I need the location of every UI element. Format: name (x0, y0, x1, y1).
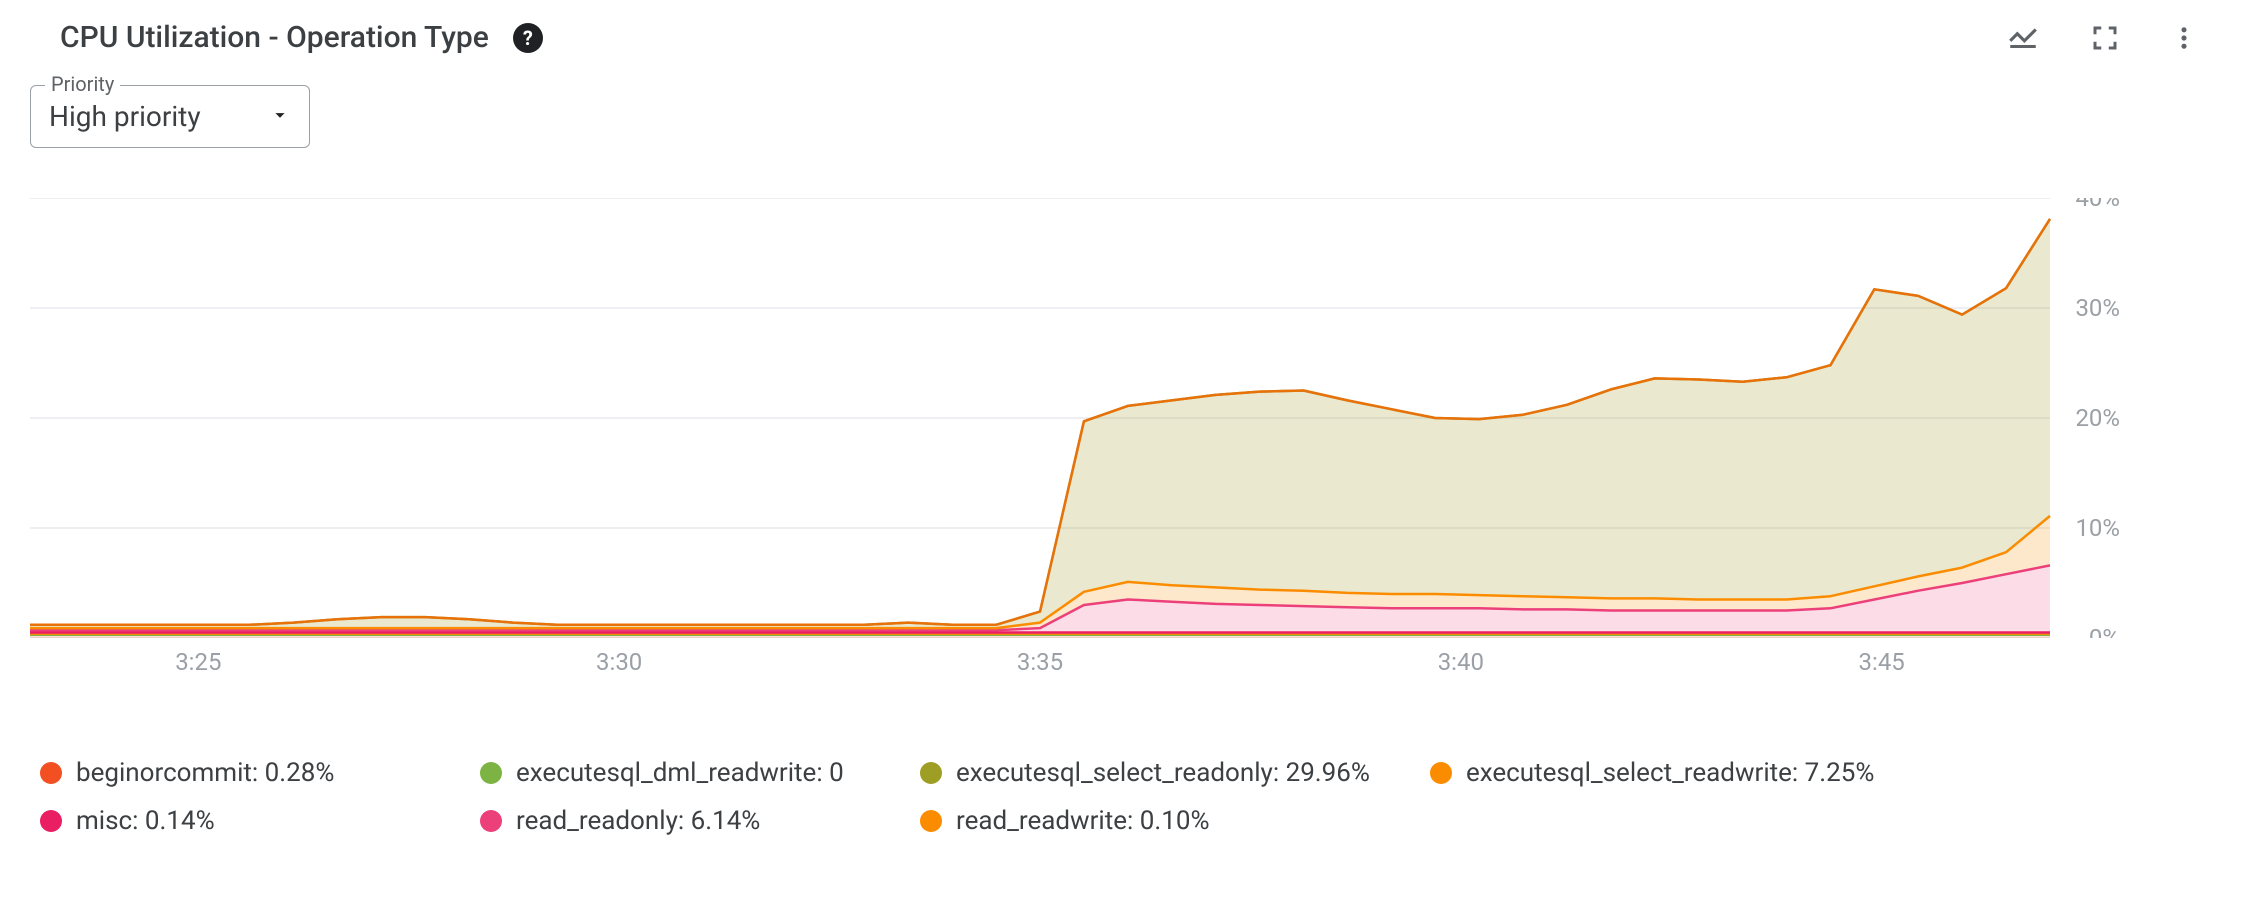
legend-swatch (920, 810, 942, 832)
legend-item-executesql_select_readwrite[interactable]: executesql_select_readwrite: 7.25% (1430, 758, 1874, 788)
legend-item-misc[interactable]: misc: 0.14% (40, 806, 420, 836)
legend-label: misc: 0.14% (76, 806, 215, 836)
legend: beginorcommit: 0.28% executesql_dml_readw… (30, 718, 2208, 836)
legend-item-beginorcommit[interactable]: beginorcommit: 0.28% (40, 758, 420, 788)
legend-label: executesql_select_readonly: 29.96% (956, 758, 1370, 788)
header-row: CPU Utilization - Operation Type ? (30, 20, 2208, 65)
more-menu-icon[interactable] (2170, 24, 2198, 52)
legend-swatch (40, 762, 62, 784)
x-tick: 3:30 (596, 648, 642, 676)
filter-row: Priority High priority (30, 65, 2208, 148)
legend-label: executesql_dml_readwrite: 0 (516, 758, 844, 788)
svg-text:20%: 20% (2075, 404, 2120, 432)
x-tick: 3:35 (1017, 648, 1063, 676)
plot-region: 0% 10% 20% 30% 40% 3:25 3:30 3:35 3:40 3:45 (30, 198, 2208, 718)
priority-dropdown[interactable]: Priority High priority (30, 85, 310, 148)
svg-text:10%: 10% (2075, 514, 2120, 542)
title-wrap: CPU Utilization - Operation Type ? (60, 20, 543, 55)
legend-label: read_readonly: 6.14% (516, 806, 760, 836)
legend-toggle-icon[interactable] (2006, 21, 2040, 55)
chart-title: CPU Utilization - Operation Type (60, 20, 489, 55)
x-tick: 3:25 (175, 648, 221, 676)
legend-item-executesql_dml_readwrite[interactable]: executesql_dml_readwrite: 0 (480, 758, 860, 788)
chart-card: CPU Utilization - Operation Type ? (0, 0, 2248, 906)
legend-item-read_readonly[interactable]: read_readonly: 6.14% (480, 806, 860, 836)
svg-text:0%: 0% (2089, 624, 2120, 638)
x-tick: 3:45 (1859, 648, 1905, 676)
legend-label: beginorcommit: 0.28% (76, 758, 334, 788)
legend-item-read_readwrite[interactable]: read_readwrite: 0.10% (920, 806, 1300, 836)
legend-swatch (1430, 762, 1452, 784)
legend-label: read_readwrite: 0.10% (956, 806, 1210, 836)
svg-text:30%: 30% (2075, 294, 2120, 322)
legend-swatch (40, 810, 62, 832)
priority-dropdown-value: High priority (49, 100, 201, 133)
help-icon[interactable]: ? (513, 23, 543, 53)
legend-swatch (480, 762, 502, 784)
x-axis: 3:25 3:30 3:35 3:40 3:45 (30, 638, 2050, 678)
priority-dropdown-label: Priority (45, 72, 120, 96)
fullscreen-icon[interactable] (2090, 23, 2120, 53)
chevron-down-icon (269, 104, 291, 130)
x-tick: 3:40 (1438, 648, 1484, 676)
svg-text:40%: 40% (2075, 198, 2120, 212)
legend-swatch (920, 762, 942, 784)
header-actions (2006, 21, 2208, 55)
legend-label: executesql_select_readwrite: 7.25% (1466, 758, 1874, 788)
legend-item-executesql_select_readonly[interactable]: executesql_select_readonly: 29.96% (920, 758, 1370, 788)
legend-swatch (480, 810, 502, 832)
chart-svg: 0% 10% 20% 30% 40% (30, 198, 2130, 638)
